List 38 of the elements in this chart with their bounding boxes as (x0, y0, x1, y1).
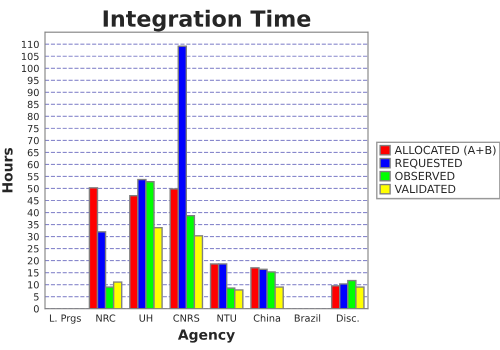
y-tick-label: 85 (28, 100, 39, 108)
y-tick-label: 55 (28, 173, 39, 180)
x-tick-label: Brazil (294, 314, 320, 322)
y-tick-label: 70 (28, 136, 39, 144)
y-tick-label: 90 (28, 88, 39, 96)
x-tick-label: L. Prgs (50, 314, 81, 324)
y-tick-label: 25 (28, 245, 39, 252)
legend-label: OBSERVED (395, 172, 454, 180)
x-tick-label: Disc. (336, 314, 359, 322)
y-tick-label: 35 (28, 221, 39, 228)
y-tick-label: 60 (28, 160, 39, 168)
x-tick-label: UH (140, 314, 152, 322)
y-tick-label: 95 (28, 76, 39, 84)
y-tick-label: 50 (28, 184, 39, 192)
x-axis-title: Agency (178, 330, 235, 343)
y-tick-label: 0 (34, 305, 39, 313)
y-tick-label: 30 (28, 233, 39, 240)
y-tick-label: 5 (34, 293, 39, 301)
x-tick-label: NRC (96, 314, 116, 322)
y-tick-label: 100 (22, 64, 39, 72)
y-tick-label: 105 (22, 52, 39, 60)
y-tick-label: 10 (28, 281, 39, 288)
y-tick-label: 45 (28, 197, 39, 204)
legend-label: VALIDATED (394, 184, 456, 193)
y-tick-label: 80 (28, 112, 39, 120)
legend-label: REQUESTED (396, 158, 462, 168)
x-tick-label: China (254, 314, 280, 322)
y-tick-label: 65 (28, 148, 39, 156)
legend-label: ALLOCATED (A+B) (394, 146, 496, 156)
y-tick-label: 75 (28, 124, 39, 132)
y-tick-label: 40 (28, 209, 39, 216)
y-tick-label: 110 (22, 40, 39, 48)
chart-title: Integration Time (104, 10, 310, 32)
x-tick-label: NTU (217, 314, 236, 322)
y-tick-label: 15 (28, 269, 39, 276)
y-tick-label: 20 (28, 257, 39, 264)
x-tick-label: CNRS (173, 314, 200, 322)
y-axis-title: Hours (2, 148, 13, 192)
